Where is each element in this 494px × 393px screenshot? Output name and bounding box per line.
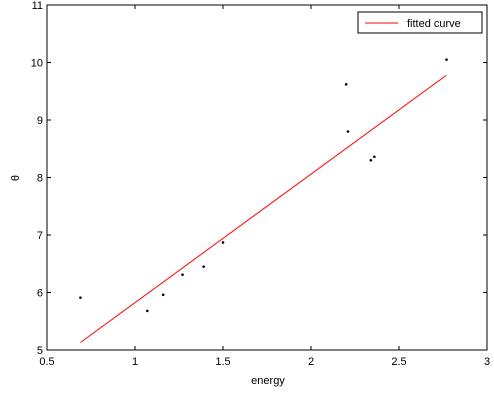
y-tick-label: 9 <box>37 115 43 127</box>
series-line-fitted-curve <box>80 74 447 343</box>
x-axis-label: energy <box>251 375 285 387</box>
x-tick-label: 1.5 <box>215 356 230 368</box>
legend-box <box>357 11 483 34</box>
data-point <box>445 58 448 61</box>
y-tick-label: 10 <box>31 58 43 70</box>
data-point <box>202 265 205 268</box>
data-point <box>369 158 373 162</box>
y-tick-label: 8 <box>37 173 43 185</box>
data-point <box>146 309 149 313</box>
x-tick-label: 2.5 <box>391 356 406 368</box>
legend-label: fitted curve <box>407 18 461 30</box>
plot-frame <box>46 4 488 351</box>
legend: fitted curve <box>357 11 483 34</box>
y-tick-label: 11 <box>32 0 43 12</box>
axis-ticks: 0.5 1 1.5 2 2.5 3 5 6 7 8 9 10 11 <box>31 0 490 368</box>
data-point <box>161 293 165 297</box>
y-axis-label: θ <box>10 175 22 181</box>
data-point <box>79 296 82 299</box>
x-tick-label: 3 <box>484 356 490 368</box>
data-point <box>181 273 184 276</box>
plot-area <box>46 4 488 351</box>
data-point <box>344 83 348 86</box>
x-tick-label: 2 <box>308 356 314 368</box>
x-tick-label: 1 <box>132 356 138 368</box>
y-tick-label: 5 <box>37 345 43 357</box>
data-point <box>346 130 350 133</box>
x-tick-label: 0.5 <box>39 356 54 368</box>
data-point <box>373 155 376 159</box>
data-point <box>221 241 225 244</box>
y-tick-label: 6 <box>37 288 43 300</box>
y-tick-label: 7 <box>37 230 43 242</box>
